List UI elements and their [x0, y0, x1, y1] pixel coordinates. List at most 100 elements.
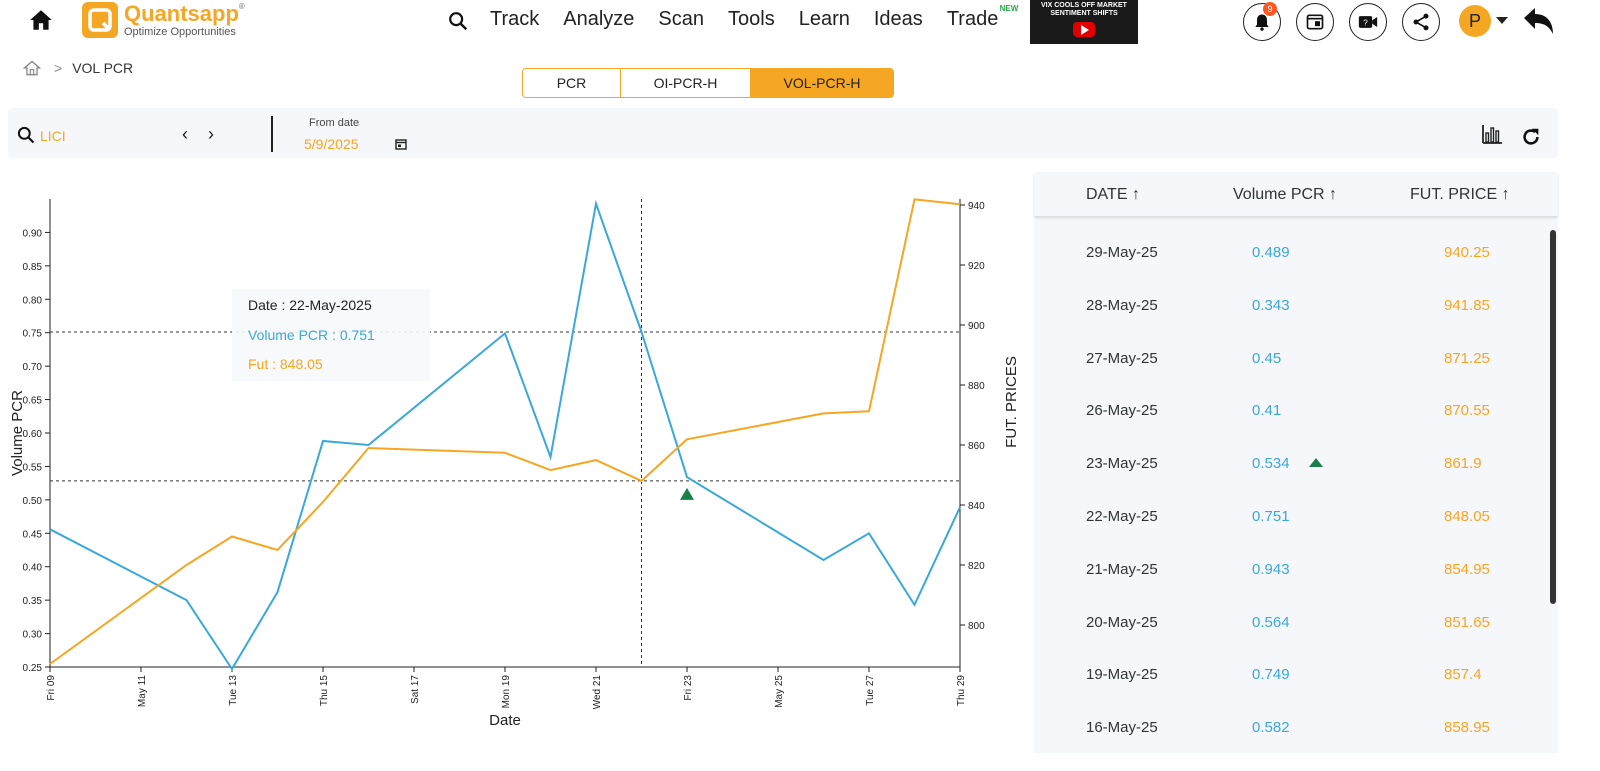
table-row[interactable]: 27-May-25 0.45 871.25	[1034, 350, 1550, 402]
table-row[interactable]: 20-May-25 0.564 851.65	[1034, 614, 1550, 666]
right-axis-label: FUT. PRICES	[1003, 356, 1020, 448]
avatar[interactable]: P	[1459, 5, 1491, 37]
left-axis-label: Volume PCR	[9, 390, 26, 476]
table-row[interactable]: 28-May-25 0.343 941.85	[1034, 297, 1550, 349]
breadcrumb: > VOL PCR	[22, 58, 133, 78]
cell-fut-price: 858.95	[1444, 719, 1490, 737]
nav-tools[interactable]: Tools	[728, 8, 775, 30]
view-tabs: PCR OI-PCR-H VOL-PCR-H	[522, 68, 894, 98]
table-row[interactable]: 19-May-25 0.749 857.4	[1034, 666, 1550, 718]
table-row[interactable]: 22-May-25 0.751 848.05	[1034, 508, 1550, 560]
notification-count: 9	[1263, 2, 1277, 16]
cell-fut-price: 851.65	[1444, 613, 1490, 631]
notifications-button[interactable]: 9	[1243, 2, 1281, 41]
x-tick-label: Fri 23	[683, 675, 694, 701]
left-tick-label: 0.80	[23, 295, 43, 306]
left-tick-label: 0.45	[23, 529, 43, 540]
chevron-down-icon[interactable]	[1496, 17, 1508, 24]
new-badge: NEW	[999, 4, 1019, 13]
share-icon	[1413, 13, 1429, 31]
cell-fut-price: 870.55	[1444, 402, 1490, 420]
nav-analyze[interactable]: Analyze	[563, 8, 635, 30]
calendar-icon[interactable]	[395, 138, 407, 150]
right-tick-label: 860	[968, 441, 985, 452]
nav-trade[interactable]: Trade NEW	[946, 4, 1019, 30]
col-pcr-header[interactable]: Volume PCR ↑	[1233, 186, 1338, 203]
cell-volume-pcr: 0.45	[1252, 349, 1282, 367]
symbol-input[interactable]: LICI	[40, 128, 66, 144]
series-fut-price	[49, 198, 961, 665]
promo-video-thumbnail[interactable]: VIX COOLS OFF MARKET SENTIMENT SHIFTS	[1030, 0, 1138, 44]
cell-date: 21-May-25	[1086, 560, 1158, 578]
prev-symbol-button[interactable]: ‹	[182, 124, 188, 144]
series-volume-pcr	[49, 199, 961, 671]
cell-volume-pcr: 0.41	[1252, 402, 1282, 420]
home-icon[interactable]	[22, 58, 42, 78]
table-row[interactable]: 21-May-25 0.943 854.95	[1034, 561, 1550, 613]
home-icon[interactable]	[28, 7, 54, 33]
brand-tagline: Optimize Opportunities	[124, 25, 236, 38]
cell-volume-pcr: 0.751	[1252, 508, 1290, 525]
nav-learn[interactable]: Learn	[798, 8, 850, 30]
brand-logo[interactable]: Quantsapp® Optimize Opportunities	[82, 2, 245, 38]
window-button[interactable]	[1296, 3, 1334, 41]
search-icon[interactable]	[447, 10, 469, 32]
table-row[interactable]: 26-May-25 0.41 870.55	[1034, 402, 1550, 454]
from-date-input[interactable]: 5/9/2025	[304, 136, 359, 152]
divider	[271, 116, 273, 152]
right-tick-label: 820	[968, 561, 985, 572]
table-scrollbar[interactable]	[1550, 230, 1556, 604]
cell-volume-pcr: 0.749	[1252, 666, 1290, 684]
promo-title: VIX COOLS OFF MARKET SENTIMENT SHIFTS	[1041, 2, 1127, 17]
right-tick-label: 900	[968, 321, 985, 332]
right-tick-label: 920	[968, 261, 985, 272]
col-date-header[interactable]: DATE ↑	[1086, 186, 1140, 203]
x-tick-label: Tue 13	[228, 675, 239, 706]
cell-fut-price: 941.85	[1444, 296, 1490, 314]
table-row[interactable]: 23-May-25 0.534 861.9	[1034, 455, 1550, 507]
left-tick-label: 0.65	[23, 396, 43, 407]
col-fut-header[interactable]: FUT. PRICE ↑	[1410, 186, 1510, 203]
bar-chart-icon[interactable]	[1481, 124, 1503, 144]
right-tick-label: 880	[968, 381, 985, 392]
search-icon[interactable]	[16, 125, 36, 145]
cell-date: 27-May-25	[1086, 349, 1158, 367]
nav-track[interactable]: Track	[490, 8, 540, 30]
left-tick-label: 0.40	[23, 563, 43, 574]
back-arrow-icon[interactable]	[1520, 4, 1556, 40]
brand-name: Quantsapp®	[124, 0, 245, 26]
next-symbol-button[interactable]: ›	[208, 124, 214, 144]
cell-date: 22-May-25	[1086, 508, 1158, 525]
cell-fut-price: 854.95	[1444, 560, 1490, 578]
cell-fut-price: 861.9	[1444, 455, 1482, 473]
tab-vol-pcr-h[interactable]: VOL-PCR-H	[751, 69, 893, 97]
cell-fut-price: 857.4	[1444, 666, 1482, 684]
x-tick-label: Thu 29	[956, 675, 967, 707]
nav-ideas[interactable]: Ideas	[873, 8, 923, 30]
cell-volume-pcr: 0.582	[1252, 719, 1290, 737]
bell-icon	[1255, 14, 1269, 31]
cell-date: 29-May-25	[1086, 244, 1158, 261]
breadcrumb-current: VOL PCR	[72, 60, 134, 76]
from-date-label: From date	[309, 117, 360, 129]
up-triangle-icon	[1309, 458, 1323, 468]
cell-date: 20-May-25	[1086, 613, 1158, 631]
tooltip-pcr: Volume PCR : 0.751	[248, 327, 375, 343]
chart-canvas[interactable]: 0.25 0.30 0.35 0.40 0.45 0.50 0.55 0.60 0.65 0.70…	[0, 168, 1030, 753]
table-row[interactable]: 29-May-25 0.489 940.25	[1034, 244, 1550, 296]
table-row[interactable]: 16-May-25 0.582 858.95	[1034, 719, 1550, 771]
sort-arrow-icon: ↑	[1329, 186, 1338, 203]
cell-fut-price: 940.25	[1444, 244, 1490, 261]
up-triangle-marker	[680, 487, 694, 500]
sort-arrow-icon: ↑	[1501, 186, 1510, 203]
video-help-button[interactable]: ?	[1349, 3, 1387, 41]
nav-scan[interactable]: Scan	[658, 8, 705, 30]
x-tick-label: May 11	[137, 675, 148, 707]
vol-pcr-chart: 0.25 0.30 0.35 0.40 0.45 0.50 0.55 0.60 0.65 0.70…	[0, 168, 1030, 753]
tab-pcr[interactable]: PCR	[523, 69, 621, 97]
share-button[interactable]	[1402, 3, 1440, 41]
refresh-icon[interactable]	[1520, 126, 1542, 148]
left-tick-label: 0.25	[23, 663, 43, 674]
tab-oi-pcr-h[interactable]: OI-PCR-H	[621, 69, 751, 97]
cell-volume-pcr: 0.534	[1252, 455, 1290, 473]
